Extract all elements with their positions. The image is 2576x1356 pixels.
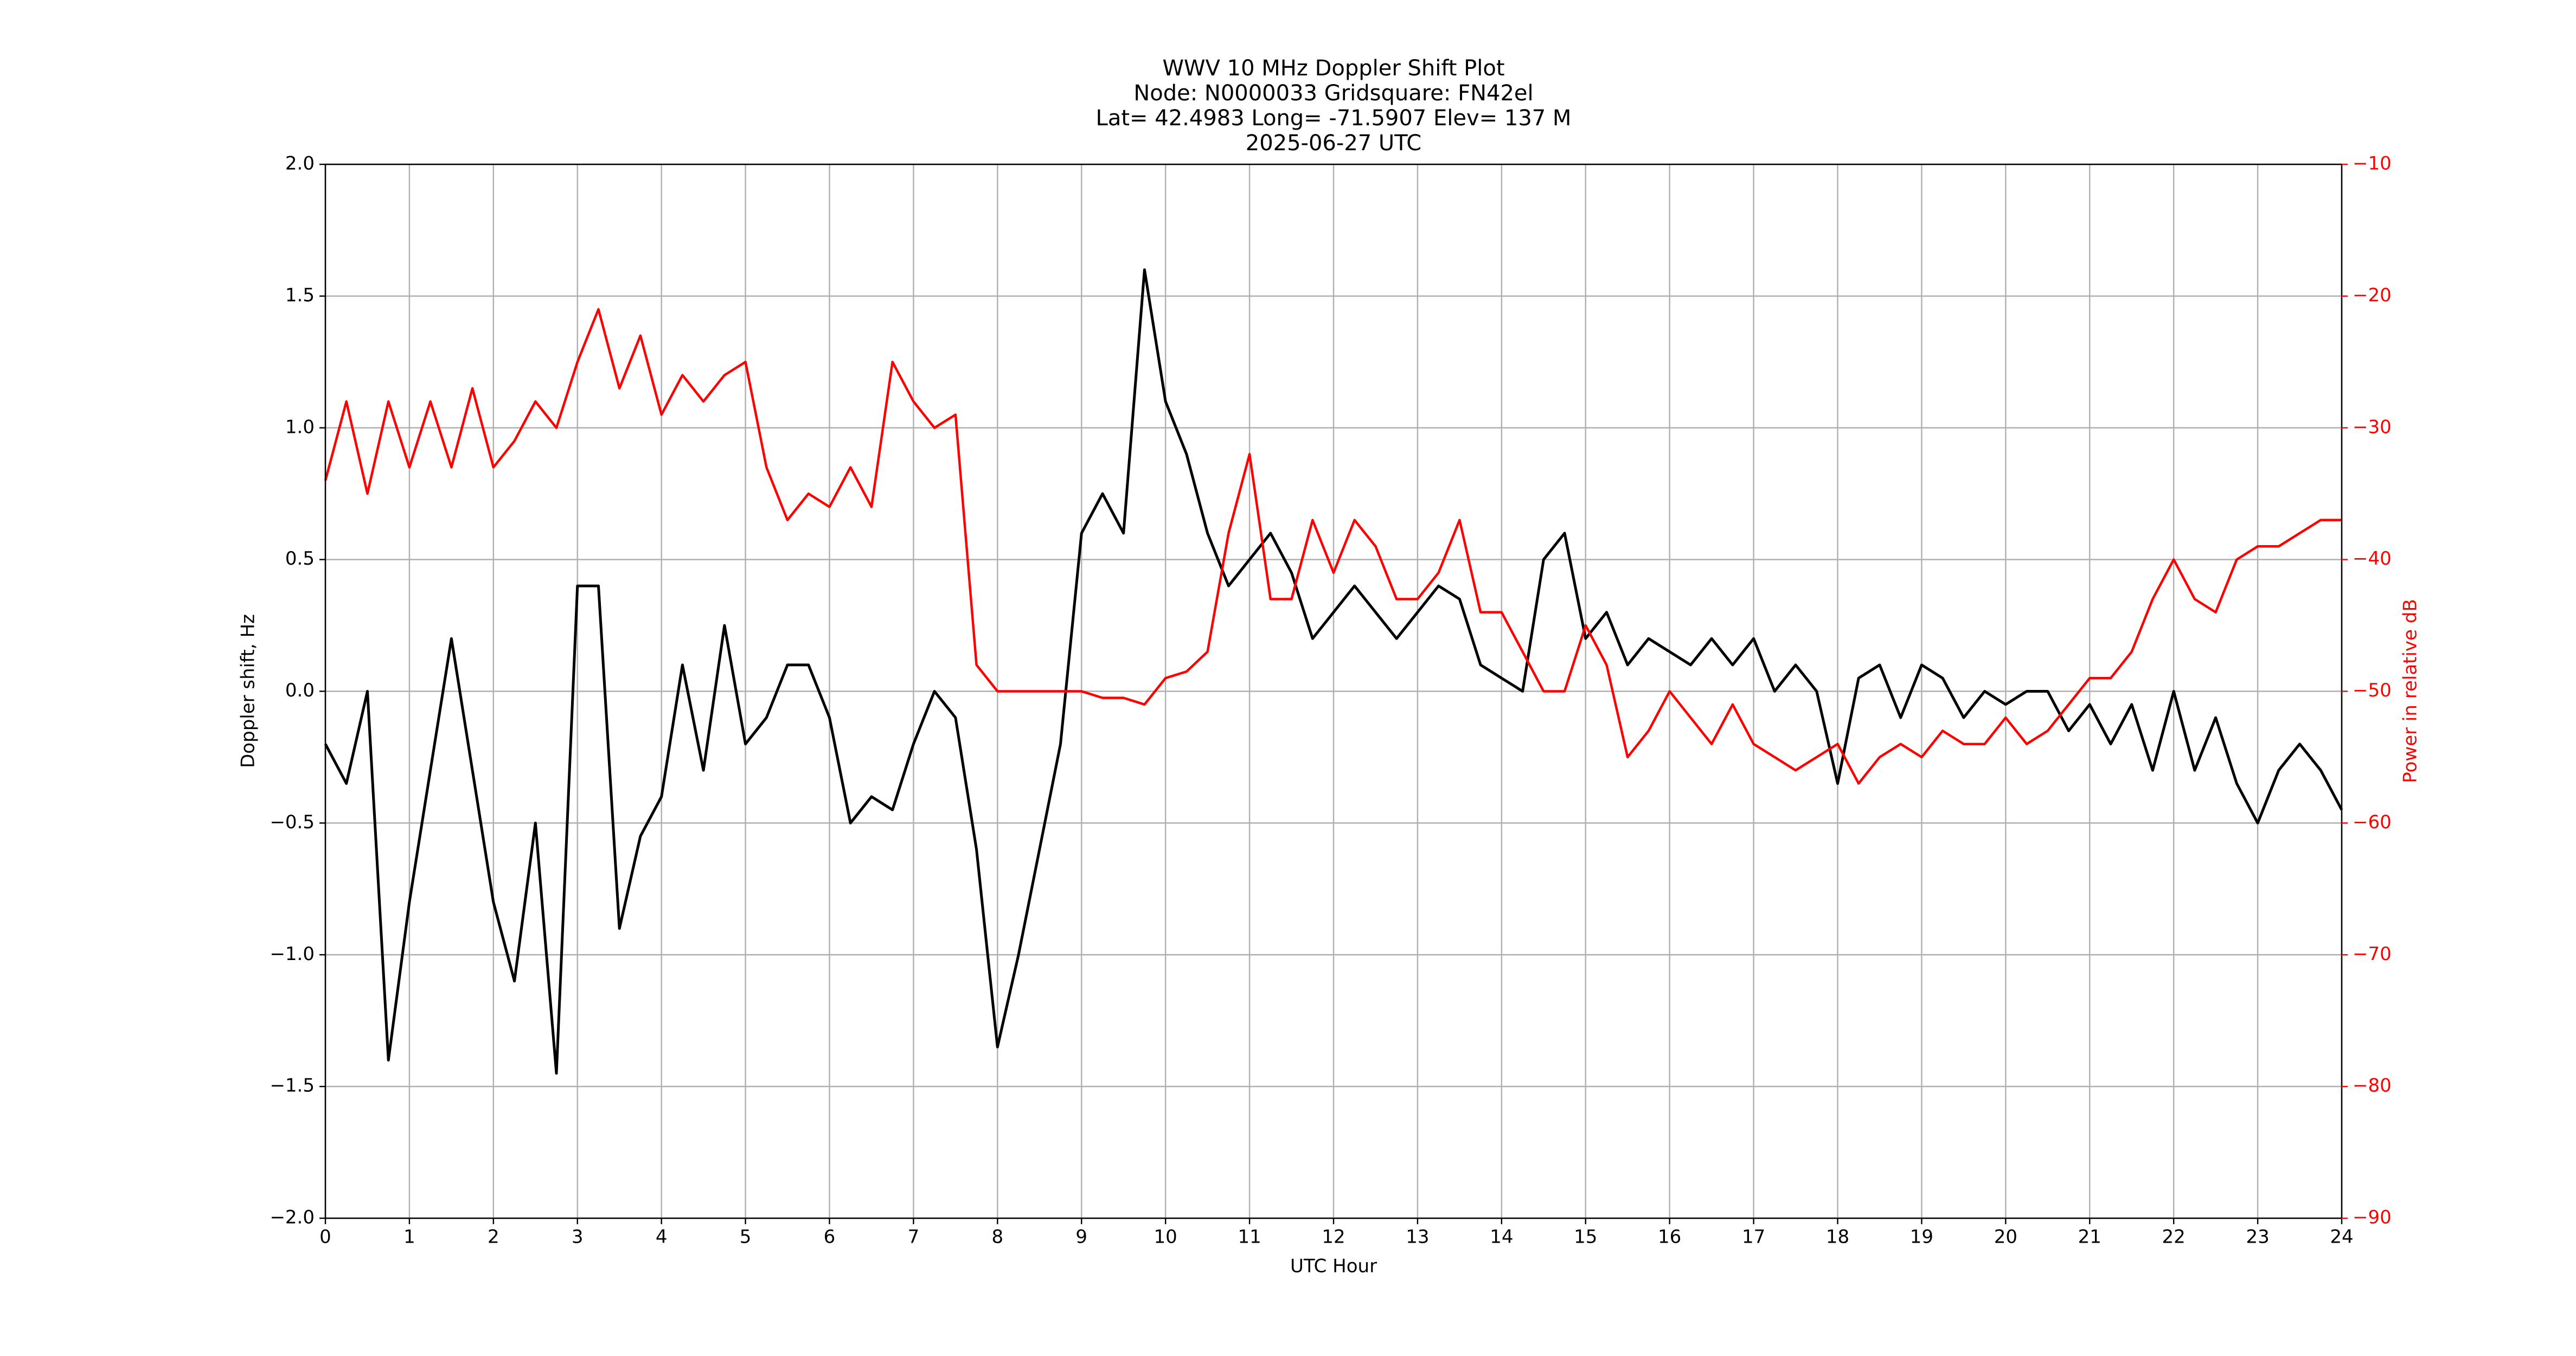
y-tick-label: 0.0 <box>285 680 315 701</box>
y2-tick-label: −70 <box>2353 943 2392 965</box>
y2-tick-label: −60 <box>2353 811 2392 833</box>
x-tick-label: 15 <box>1574 1226 1597 1248</box>
y2-tick-label: −90 <box>2353 1207 2392 1229</box>
chart-subtitle: Lat= 42.4983 Long= -71.5907 Elev= 137 M <box>1096 106 1572 131</box>
x-tick-label: 21 <box>2078 1226 2101 1248</box>
x-tick-label: 6 <box>824 1226 836 1248</box>
y-tick-label: −0.5 <box>270 811 315 833</box>
y2-tick-label: −40 <box>2353 548 2392 570</box>
x-tick-label: 2 <box>488 1226 499 1248</box>
x-tick-label: 0 <box>319 1226 331 1248</box>
x-tick-label: 13 <box>1406 1226 1429 1248</box>
x-tick-label: 14 <box>1490 1226 1513 1248</box>
y2-tick-label: −50 <box>2353 680 2392 701</box>
x-tick-label: 11 <box>1238 1226 1261 1248</box>
x-tick-label: 12 <box>1322 1226 1345 1248</box>
x-tick-label: 1 <box>403 1226 415 1248</box>
y-tick-label: 1.5 <box>285 284 315 306</box>
y2-axis-label: Power in relative dB <box>2400 599 2421 783</box>
data-line <box>324 308 2342 785</box>
x-tick-label: 8 <box>992 1226 1004 1248</box>
x-tick-label: 17 <box>1742 1226 1765 1248</box>
y-tick-label: −1.5 <box>270 1075 315 1097</box>
y2-tick-label: −30 <box>2353 416 2392 438</box>
x-tick-label: 18 <box>1826 1226 1849 1248</box>
y-tick-label: −2.0 <box>270 1207 315 1229</box>
data-line <box>324 268 2343 1075</box>
chart-title: WWV 10 MHz Doppler Shift Plot <box>1162 56 1504 81</box>
x-axis-label: UTC Hour <box>1290 1256 1377 1277</box>
x-tick-label: 20 <box>1994 1226 2017 1248</box>
chart-subtitle: 2025-06-27 UTC <box>1246 131 1421 156</box>
x-tick-label: 23 <box>2246 1226 2269 1248</box>
x-tick-label: 24 <box>2330 1226 2353 1248</box>
x-tick-label: 4 <box>656 1226 668 1248</box>
plot-lines <box>324 268 2343 1075</box>
y2-tick-label: −20 <box>2353 284 2392 306</box>
x-tick-label: 7 <box>908 1226 920 1248</box>
y-tick-label: 1.0 <box>285 416 315 438</box>
x-tick-label: 9 <box>1075 1226 1087 1248</box>
y-axis-label: Doppler shift, Hz <box>238 614 259 768</box>
chart-subtitle: Node: N0000033 Gridsquare: FN42el <box>1133 81 1533 106</box>
x-tick-label: 16 <box>1658 1226 1681 1248</box>
x-tick-label: 5 <box>740 1226 752 1248</box>
y2-tick-label: −80 <box>2353 1075 2392 1097</box>
y-tick-label: 2.0 <box>285 153 315 175</box>
x-tick-label: 10 <box>1154 1226 1177 1248</box>
y-tick-label: −1.0 <box>270 943 315 965</box>
x-tick-label: 3 <box>572 1226 584 1248</box>
y-tick-label: 0.5 <box>285 548 315 570</box>
x-tick-label: 19 <box>1910 1226 1933 1248</box>
y2-tick-label: −10 <box>2353 153 2392 175</box>
x-tick-label: 22 <box>2162 1226 2186 1248</box>
